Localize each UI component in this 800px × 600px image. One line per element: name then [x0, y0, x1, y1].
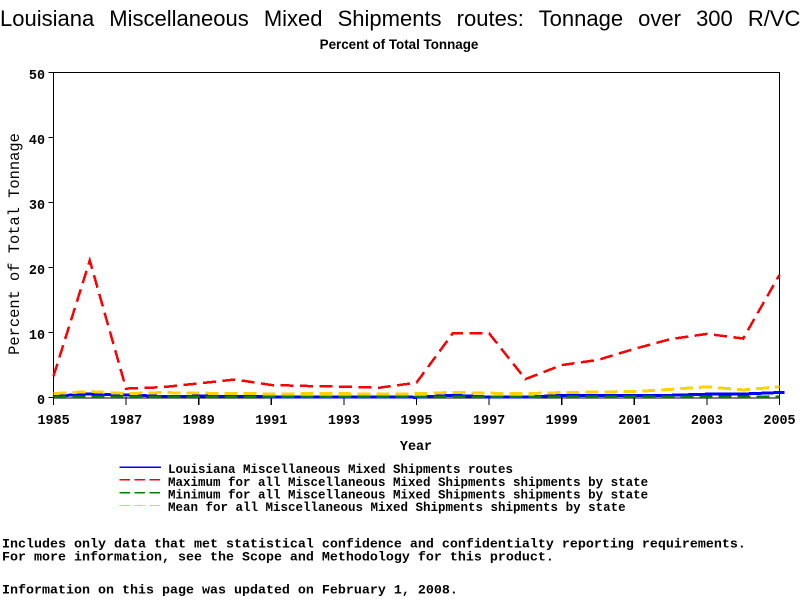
svg-text:20: 20	[29, 264, 45, 279]
svg-text:30: 30	[29, 199, 45, 214]
svg-text:2001: 2001	[618, 414, 650, 429]
svg-text:2003: 2003	[691, 414, 723, 429]
svg-text:0: 0	[37, 394, 45, 409]
svg-text:Percent of Total Tonnage: Percent of Total Tonnage	[6, 133, 24, 355]
svg-text:1997: 1997	[473, 414, 505, 429]
svg-text:Year: Year	[400, 440, 432, 455]
svg-text:Minimum for all Miscellaneous: Minimum for all Miscellaneous Mixed Ship…	[168, 489, 648, 503]
svg-text:10: 10	[29, 329, 45, 344]
svg-text:1991: 1991	[255, 414, 287, 429]
svg-text:For more information, see the: For more information, see the Scope and …	[2, 551, 554, 566]
svg-text:2005: 2005	[763, 414, 795, 429]
svg-text:1999: 1999	[546, 414, 578, 429]
svg-text:50: 50	[29, 69, 45, 84]
svg-text:Louisiana Miscellaneous Mixed: Louisiana Miscellaneous Mixed Shipments …	[168, 463, 513, 477]
svg-text:1987: 1987	[110, 414, 142, 429]
svg-text:40: 40	[29, 134, 45, 149]
svg-text:Includes only data that met st: Includes only data that met statistical …	[2, 538, 746, 553]
svg-text:Mean for all Miscellaneous Mix: Mean for all Miscellaneous Mixed Shipmen…	[168, 501, 626, 515]
svg-text:1993: 1993	[328, 414, 360, 429]
svg-text:Information on this page was u: Information on this page was updated on …	[2, 584, 458, 599]
svg-text:1985: 1985	[38, 414, 70, 429]
svg-text:Louisiana Miscellaneous Mixed: Louisiana Miscellaneous Mixed Shipments …	[0, 6, 800, 31]
svg-text:Maximum for all Miscellaneous: Maximum for all Miscellaneous Mixed Ship…	[168, 476, 648, 490]
svg-text:Percent of Total Tonnage: Percent of Total Tonnage	[320, 37, 479, 52]
svg-text:1995: 1995	[400, 414, 432, 429]
svg-text:1989: 1989	[183, 414, 215, 429]
